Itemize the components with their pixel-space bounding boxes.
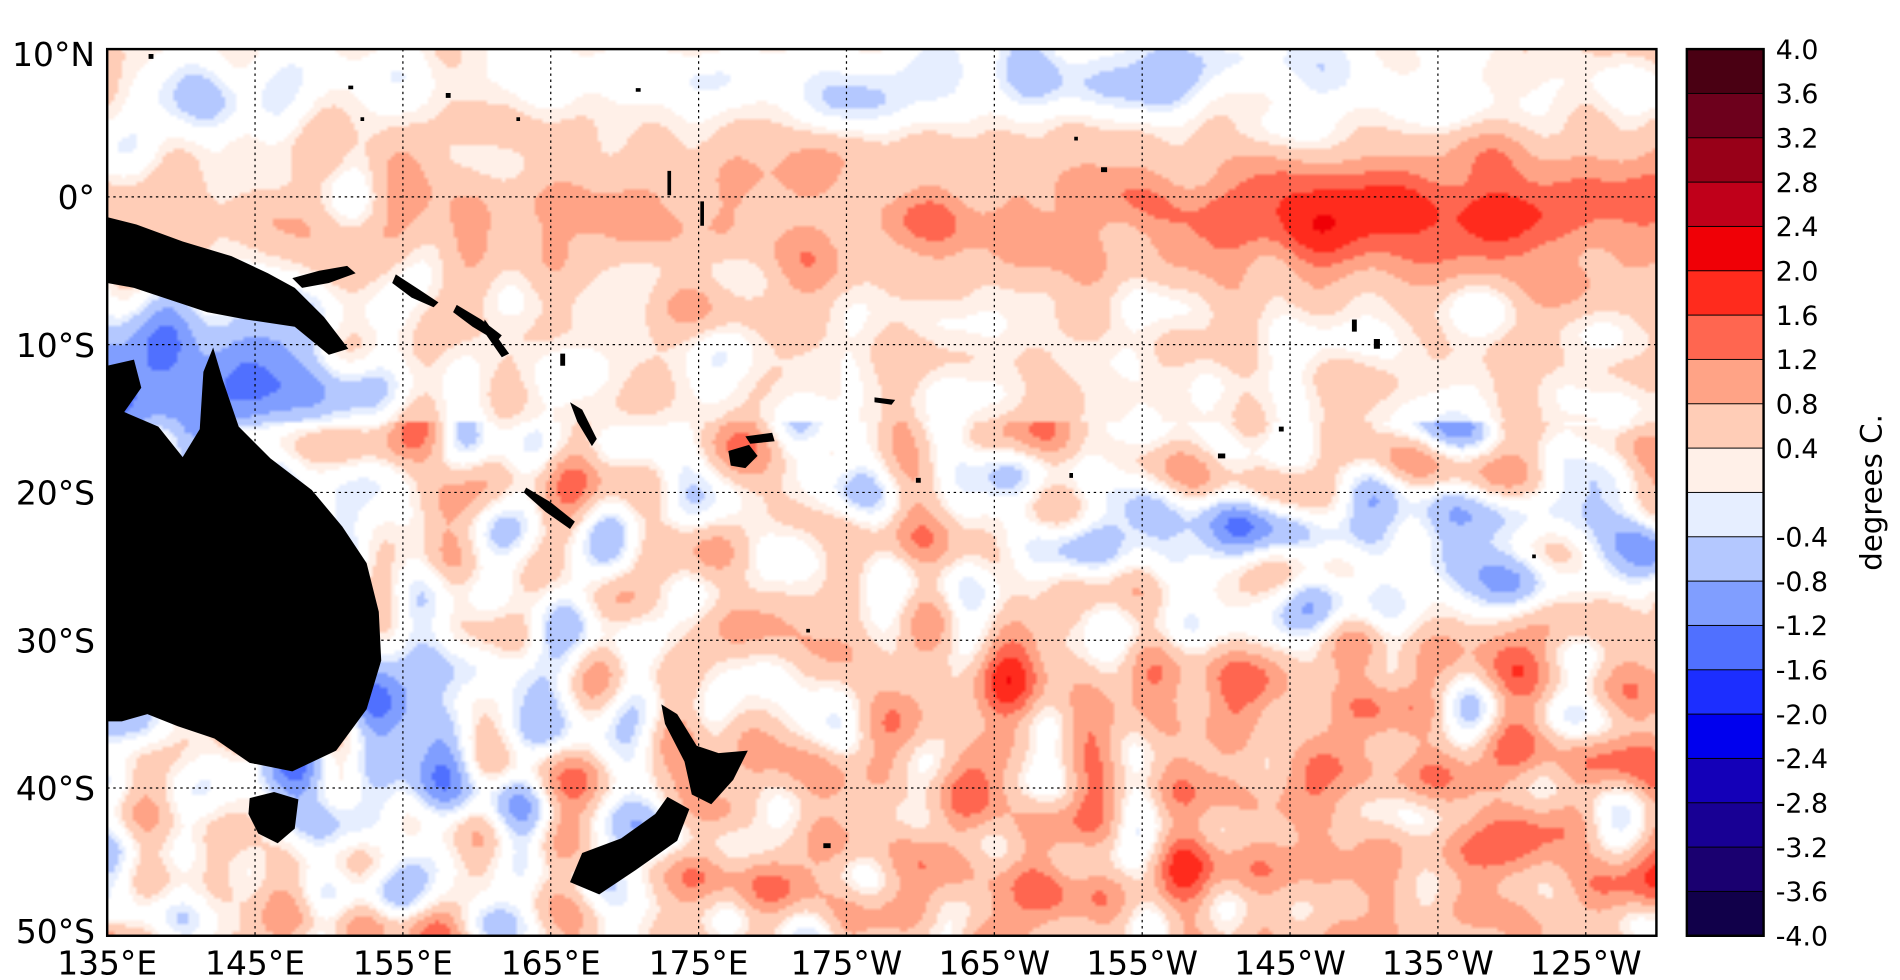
land-solomon-islands [392, 274, 510, 358]
land-new-guinea [107, 217, 349, 355]
colorbar-tick: 1.2 [1776, 345, 1819, 376]
y-tick-label: 40°S [16, 769, 95, 808]
colorbar-swatch [1686, 802, 1765, 849]
x-tick-label: 135°E [57, 944, 157, 980]
colorbar-swatch [1686, 314, 1765, 361]
colorbar-swatch [1686, 846, 1765, 893]
x-tick-label: 165°W [938, 944, 1050, 980]
land-samoa [874, 397, 896, 405]
colorbar-tick: -3.6 [1776, 877, 1828, 908]
y-tick-label: 0° [58, 178, 95, 217]
colorbar-tick: 2.0 [1776, 257, 1819, 288]
x-tick-label: 145°W [1234, 944, 1346, 980]
colorbar-tick: -0.8 [1776, 567, 1828, 598]
grid-lines [107, 49, 1657, 936]
colorbar-tick: -3.2 [1776, 833, 1828, 864]
x-tick-label: 175°W [791, 944, 903, 980]
x-tick-label: 155°W [1086, 944, 1198, 980]
colorbar-swatch [1686, 137, 1765, 184]
x-tick-label: 135°W [1382, 944, 1494, 980]
colorbar-tick: 4.0 [1776, 35, 1819, 66]
colorbar-tick: -2.4 [1776, 744, 1828, 775]
colorbar-swatch [1686, 181, 1765, 228]
colorbar-swatch [1686, 624, 1765, 671]
colorbar-tick: -4.0 [1776, 922, 1828, 953]
x-tick-label: 155°E [353, 944, 453, 980]
colorbar-swatch [1686, 669, 1765, 716]
y-tick-label: 20°S [16, 474, 95, 513]
colorbar-label: degrees C. [1855, 414, 1889, 571]
colorbar-swatch [1686, 270, 1765, 317]
colorbar-swatch [1686, 403, 1765, 450]
x-tick-label: 165°E [501, 944, 601, 980]
colorbar-tick: -1.6 [1776, 656, 1828, 687]
land-australia [107, 347, 382, 772]
y-tick-labels: 10°N 0° 10°S 20°S 30°S 40°S 50°S [12, 35, 95, 951]
colorbar-frame [1685, 47, 1765, 937]
colorbar-tick: -0.4 [1776, 523, 1828, 554]
land-tasmania [248, 792, 299, 844]
colorbar-swatch [1686, 225, 1765, 272]
colorbar-swatch [1686, 536, 1765, 583]
y-tick-label: 50°S [16, 912, 95, 951]
colorbar-tick: -2.8 [1776, 789, 1828, 820]
x-tick-label: 145°E [205, 944, 305, 980]
y-tick-label: 10°S [16, 326, 95, 365]
land-vanuatu [570, 402, 597, 447]
colorbar-tick: 1.6 [1776, 301, 1819, 332]
land-masses [107, 53, 1536, 895]
colorbar-tick: -2.0 [1776, 700, 1828, 731]
colorbar-swatch [1686, 358, 1765, 405]
land-new-zealand-north [661, 704, 748, 805]
colorbar-tick: -1.2 [1776, 611, 1828, 642]
y-tick-label: 10°N [12, 35, 95, 74]
colorbar [1686, 48, 1765, 937]
land-fiji [728, 432, 775, 469]
x-tick-label: 125°W [1530, 944, 1642, 980]
colorbar-swatch [1686, 580, 1765, 627]
colorbar-swatch [1686, 48, 1765, 95]
colorbar-tick: 0.8 [1776, 390, 1819, 421]
x-tick-label: 175°E [649, 944, 749, 980]
land-small-islands [148, 53, 1536, 849]
colorbar-tick: 2.8 [1776, 168, 1819, 199]
land-new-caledonia [523, 487, 575, 529]
colorbar-tick-labels: 4.0 3.6 3.2 2.8 2.4 2.0 1.6 1.2 0.8 0.4 -0.4 -0.8 -1… [1776, 35, 1828, 953]
y-tick-label: 30°S [16, 621, 95, 660]
land-new-zealand-south [570, 796, 690, 895]
colorbar-tick: 2.4 [1776, 212, 1819, 243]
colorbar-swatch [1686, 713, 1765, 760]
colorbar-swatch [1686, 447, 1765, 494]
colorbar-swatch [1686, 92, 1765, 139]
map-frame [105, 47, 1658, 937]
x-tick-labels: 135°E 145°E 155°E 165°E 175°E 175°W 165°W 155°W… [57, 944, 1641, 980]
colorbar-swatch [1686, 491, 1765, 538]
colorbar-tick: 3.6 [1776, 79, 1819, 110]
colorbar-swatch [1686, 757, 1765, 804]
land-new-britain [292, 265, 356, 288]
colorbar-tick: 3.2 [1776, 124, 1819, 155]
colorbar-tick: 0.4 [1776, 434, 1819, 465]
colorbar-swatch [1686, 890, 1765, 937]
